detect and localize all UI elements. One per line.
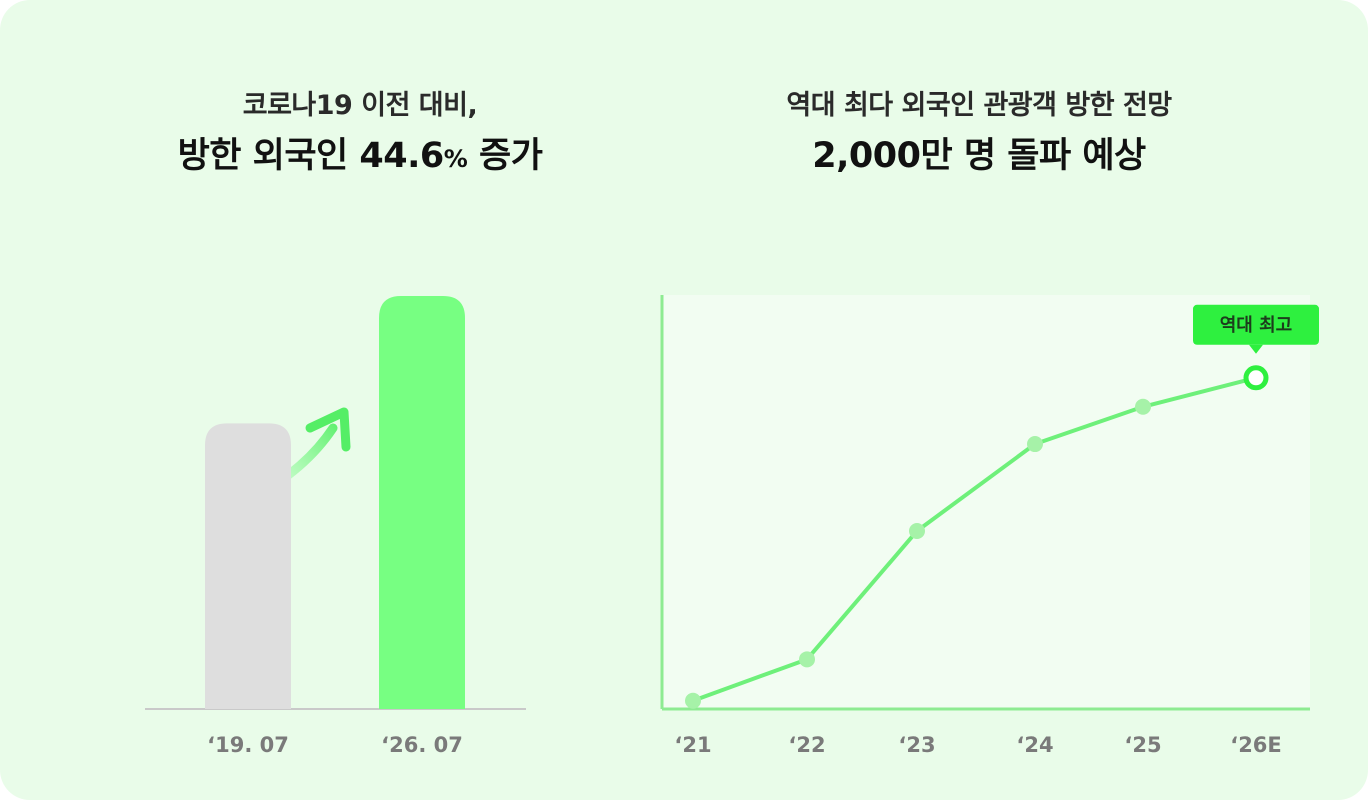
bar-chart: ‘19. 07 ‘26. 07 (145, 296, 526, 757)
bar-0 (205, 423, 291, 709)
right-subtitle: 역대 최다 외국인 관광객 방한 전망 (786, 90, 1172, 121)
line-tick-label: ‘22 (788, 733, 825, 757)
line-tick-label: ‘24 (1016, 733, 1053, 757)
data-point (799, 651, 815, 668)
left-title-percent: % (443, 145, 468, 173)
line-tick-label: ‘23 (898, 733, 935, 757)
data-point (909, 522, 925, 539)
highlight-point (1243, 365, 1269, 391)
series-line (691, 375, 1258, 703)
bar-tick-label: ‘19. 07 (207, 733, 289, 757)
left-subtitle: 코로나19 이전 대비, (242, 90, 478, 121)
left-title-suffix: 증가 (467, 136, 543, 176)
right-title: 2,000만 명 돌파 예상 (812, 136, 1146, 176)
left-panel-heading: 코로나19 이전 대비, 방한 외국인 44.6% 증가 (60, 86, 660, 185)
data-point (1027, 436, 1043, 453)
line-tick-label: ‘26E (1230, 733, 1282, 757)
left-title: 방한 외국인 44.6% 증가 (60, 130, 660, 185)
badge-box (1193, 304, 1319, 345)
record-badge: 역대 최고 (1193, 304, 1319, 354)
badge-pointer (1249, 344, 1263, 354)
line-tick-label: ‘21 (674, 733, 711, 757)
right-panel-heading: 역대 최다 외국인 관광객 방한 전망 2,000만 명 돌파 예상 (650, 86, 1308, 182)
line-tick-label: ‘25 (1124, 733, 1161, 757)
badge-label: 역대 최고 (1220, 315, 1293, 336)
data-point (685, 692, 701, 709)
bar-1 (379, 296, 465, 709)
line-chart: ‘21 ‘22 ‘23 ‘24 ‘25 ‘26E 역대 최고 (660, 295, 1319, 757)
plot-area (662, 295, 1310, 709)
left-title-prefix: 방한 외국인 44.6 (177, 136, 445, 176)
bar-tick-label: ‘26. 07 (381, 733, 463, 757)
data-point (1135, 398, 1151, 415)
